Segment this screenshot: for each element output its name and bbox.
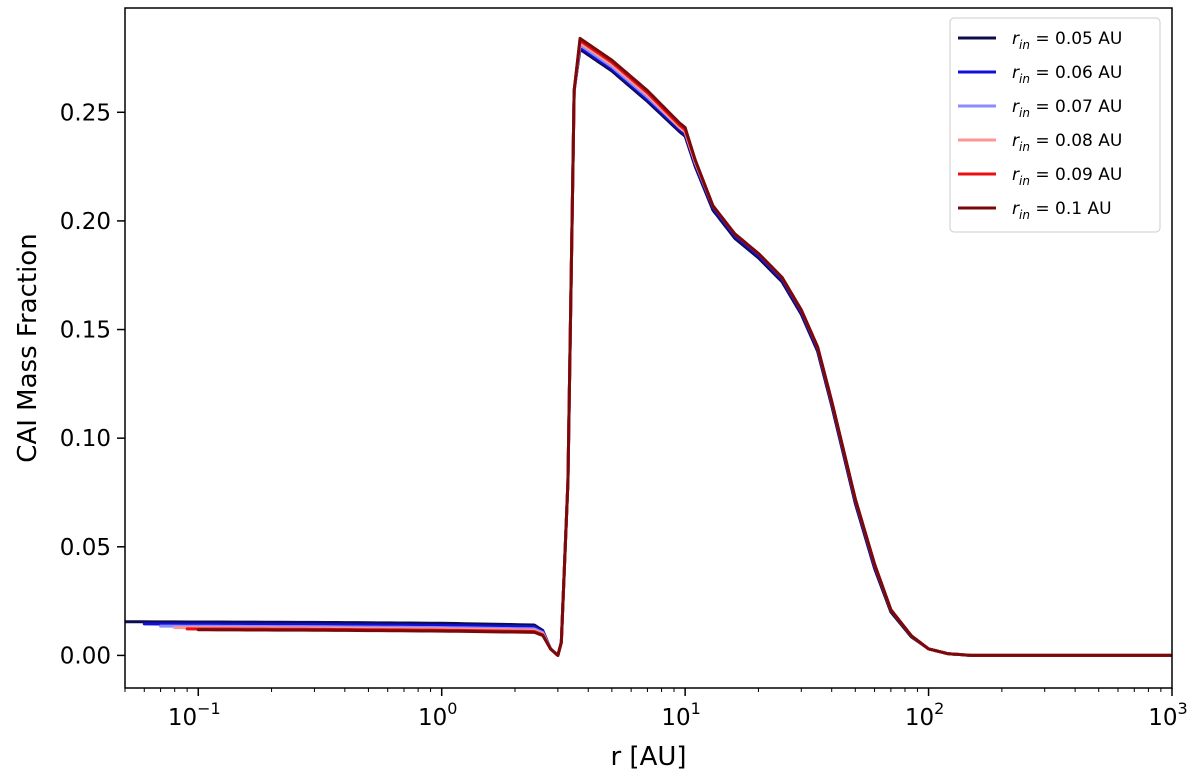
x-tick-label: 102 bbox=[905, 699, 944, 731]
legend-entry: rin = 0.1 AU bbox=[1012, 199, 1112, 222]
y-tick-label: 0.15 bbox=[60, 318, 111, 344]
x-tick-label: 101 bbox=[661, 699, 700, 731]
y-tick-label: 0.10 bbox=[60, 426, 111, 452]
y-tick-label: 0.05 bbox=[60, 535, 111, 561]
legend-entry: rin = 0.08 AU bbox=[1012, 131, 1122, 154]
x-axis-label: r [AU] bbox=[610, 742, 686, 772]
x-tick-label: 10−1 bbox=[168, 699, 221, 731]
legend-entry: rin = 0.09 AU bbox=[1012, 165, 1122, 188]
legend-entry: rin = 0.05 AU bbox=[1012, 29, 1122, 52]
y-tick-label: 0.25 bbox=[60, 100, 111, 126]
series-line-6 bbox=[196, 36, 1172, 657]
ticks-layer: 10−1 100 101 102 103 0.00 0.05 0.10 0.15 0.20 0.25 bbox=[60, 100, 1188, 731]
x-tick-label: 103 bbox=[1148, 699, 1187, 731]
plot-frame bbox=[124, 7, 1173, 689]
legend: rin = 0.05 AU rin = 0.06 AU rin = 0.07 AU r… bbox=[949, 17, 1161, 233]
legend-entry: rin = 0.06 AU bbox=[1012, 63, 1122, 86]
y-axis-label: CAI Mass Fraction bbox=[13, 233, 43, 462]
series-layer bbox=[125, 36, 1172, 657]
x-tick-label: 100 bbox=[418, 699, 457, 731]
y-tick-label: 0.00 bbox=[60, 643, 111, 669]
legend-box bbox=[949, 17, 1161, 233]
y-tick-label: 0.20 bbox=[60, 209, 111, 235]
legend-entry: rin = 0.07 AU bbox=[1012, 97, 1122, 120]
